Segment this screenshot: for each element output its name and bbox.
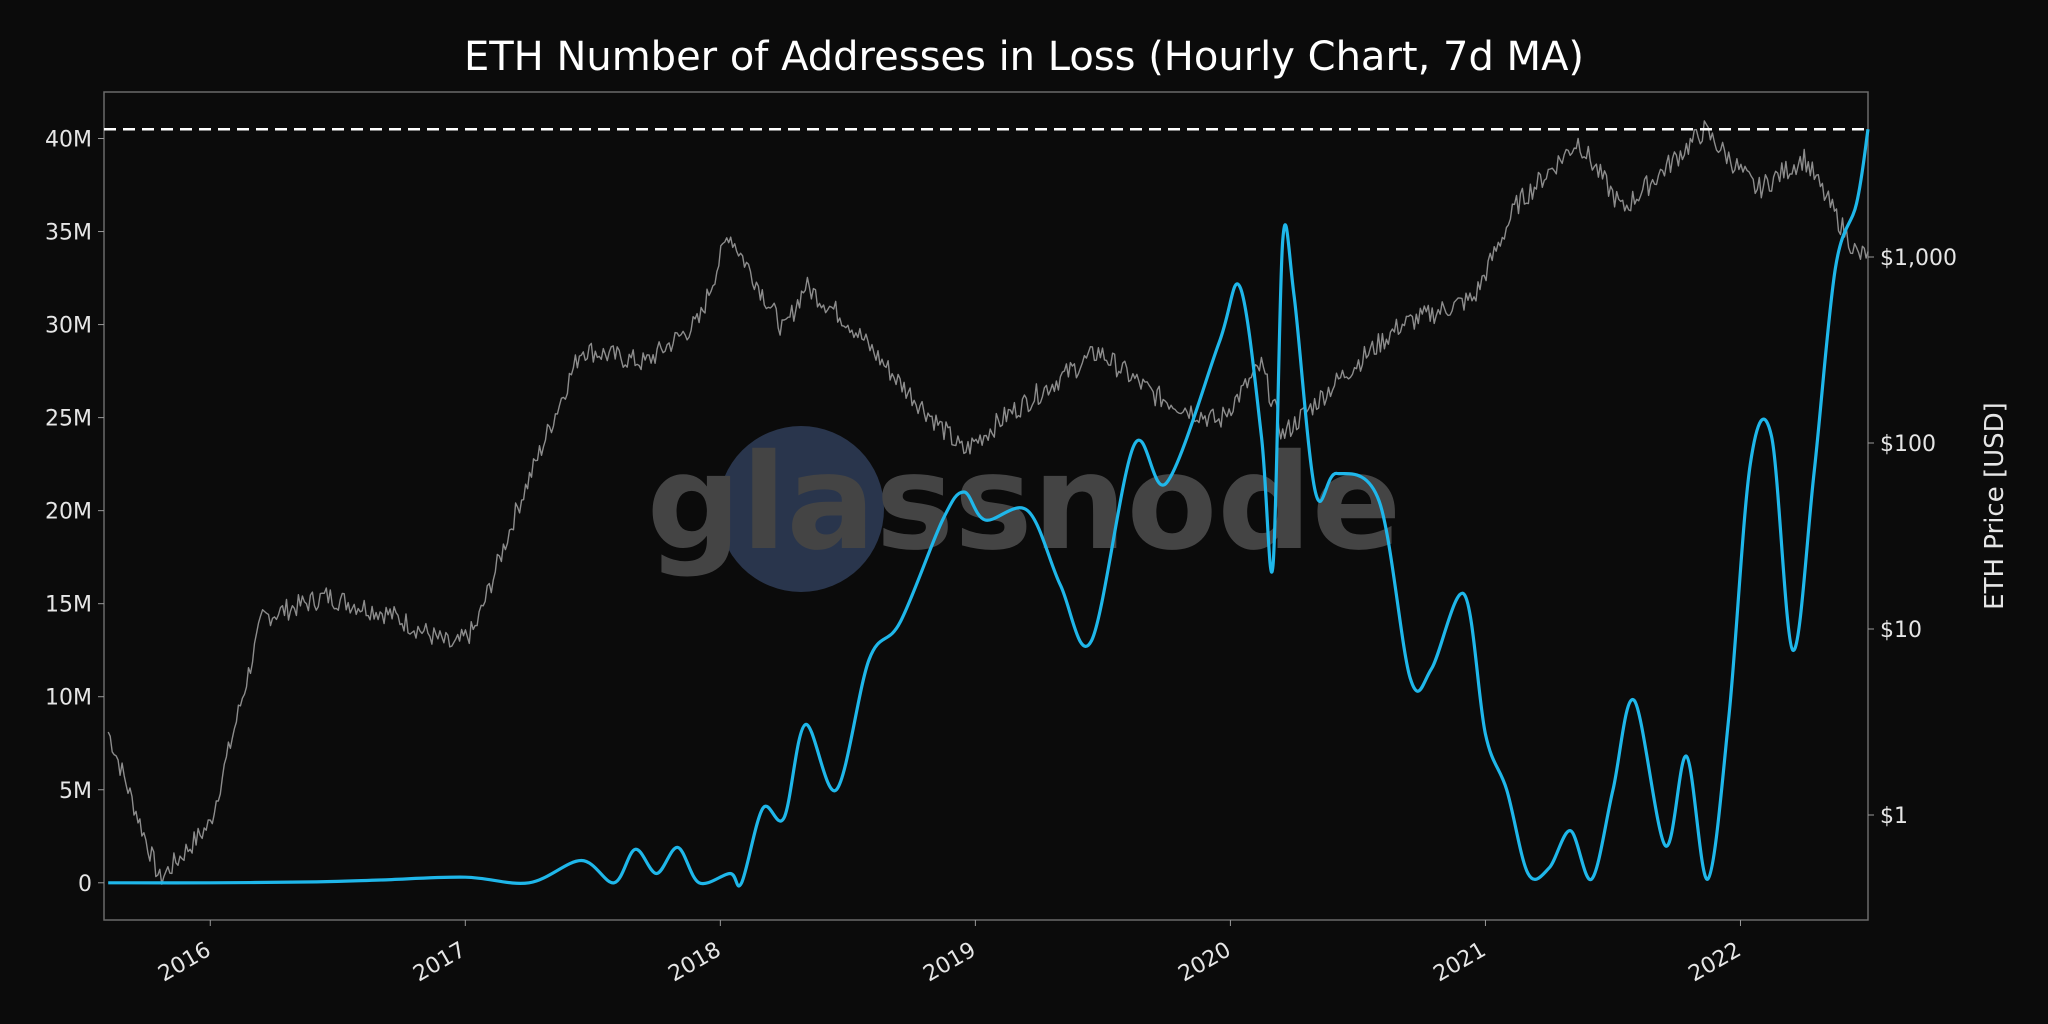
y-tick-label: 40M xyxy=(45,128,92,153)
y-tick-label: 35M xyxy=(45,221,92,246)
y-tick-label: 25M xyxy=(45,407,92,432)
y2-axis-title: ETH Price [USD] xyxy=(1980,402,2010,610)
y-tick-label: 0 xyxy=(78,872,92,897)
y-tick-label: 10M xyxy=(45,686,92,711)
y-axis-left: 0 5M 10M 15M 20M 25M 30M 35M 40M xyxy=(45,128,104,897)
glassnode-watermark: glassnode xyxy=(647,426,1402,592)
price-line xyxy=(107,120,1869,885)
y2-tick-label: $1,000 xyxy=(1880,246,1957,271)
y-tick-label: 30M xyxy=(45,314,92,339)
y2-tick-label: $1 xyxy=(1880,804,1908,829)
price-series xyxy=(107,120,1869,885)
y-tick-label: 20M xyxy=(45,500,92,525)
y2-tick-label: $10 xyxy=(1880,618,1922,643)
watermark-text: glassnode xyxy=(647,426,1402,580)
y-axis-right: $1 $10 $100 $1,000 xyxy=(1868,246,1957,829)
plot-frame xyxy=(103,91,1869,921)
chart-title: ETH Number of Addresses in Loss (Hourly … xyxy=(464,34,1584,80)
y-tick-label: 5M xyxy=(59,779,92,804)
y-tick-label: 15M xyxy=(45,593,92,618)
watermark-circle xyxy=(718,426,884,592)
addresses-in-loss-series xyxy=(108,128,1870,888)
addresses-in-loss-line xyxy=(108,128,1870,888)
y2-tick-label: $100 xyxy=(1880,432,1936,457)
